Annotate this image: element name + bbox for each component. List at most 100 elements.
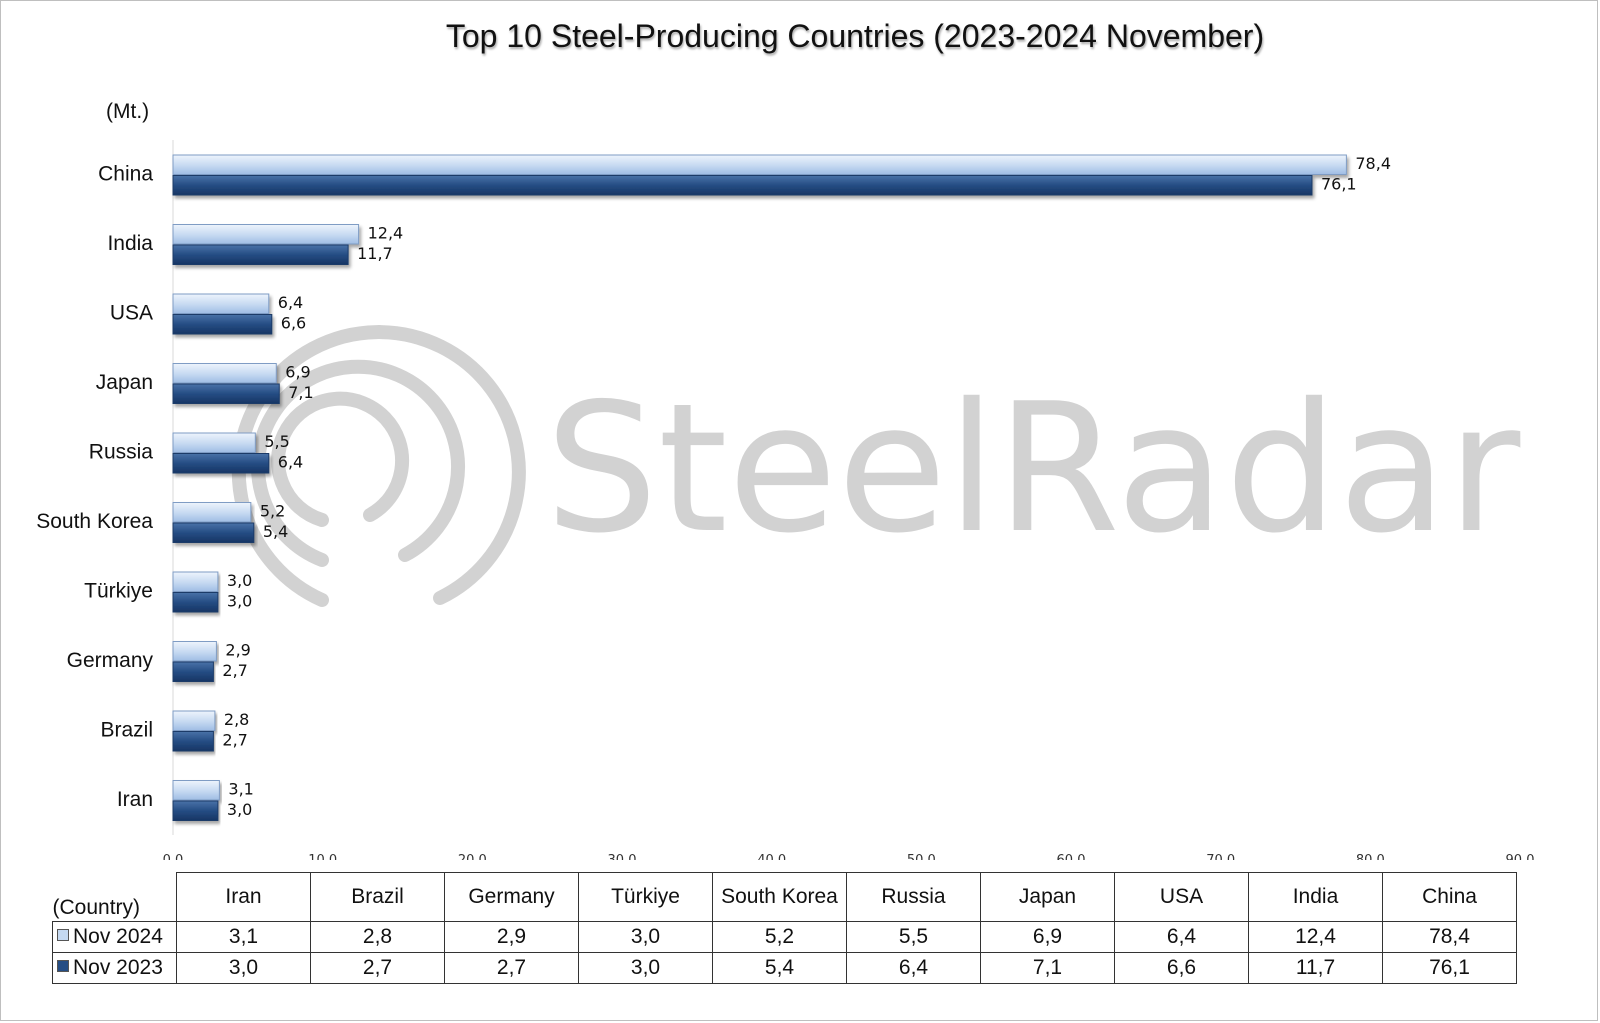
table-column-header: Brazil: [310, 872, 445, 922]
data-label: 5,2: [260, 502, 285, 521]
bar-chart: SteelRadar 0,0 10,0 20,0 30,0 40,0 50,0 60,0 70…: [36, 140, 1535, 860]
table-cell: 6,4: [1114, 920, 1249, 953]
table-column-header: India: [1248, 872, 1383, 922]
data-label: 3,0: [227, 592, 252, 611]
watermark: SteelRadar: [231, 325, 1521, 607]
bar-nov-2024: [172, 363, 277, 384]
table-cell: 78,4: [1382, 920, 1517, 953]
table-cell: 7,1: [980, 951, 1115, 984]
bar-nov-2024: [172, 571, 219, 592]
bar-nov-2023: [172, 175, 1313, 196]
table-cell: 6,4: [846, 951, 981, 984]
data-label: 2,9: [225, 641, 250, 660]
bar-nov-2023: [172, 592, 219, 613]
table-cell: 5,5: [846, 920, 981, 953]
bar-nov-2024: [172, 154, 1347, 175]
watermark-text: SteelRadar: [545, 365, 1521, 572]
data-label: 3,0: [227, 800, 252, 819]
x-tick-label: 40,0: [757, 853, 786, 860]
legend-label: Nov 2023: [73, 955, 163, 979]
bar-nov-2024: [172, 432, 256, 453]
category-label: USA: [110, 302, 153, 325]
category-label: Japan: [96, 371, 153, 394]
table-cell: 2,9: [444, 920, 579, 953]
bars: [172, 154, 1347, 821]
bar-nov-2024: [172, 710, 216, 731]
bar-nov-2024: [172, 780, 220, 801]
data-label: 6,4: [278, 293, 303, 312]
x-tick-label: 50,0: [907, 853, 936, 860]
table-cell: 5,4: [712, 951, 847, 984]
table-corner-label: (Country): [52, 872, 177, 922]
legend-swatch: [57, 928, 69, 941]
category-label: Iran: [117, 788, 153, 811]
x-tick-label: 80,0: [1356, 853, 1385, 860]
data-label: 11,7: [357, 244, 393, 263]
unit-label: (Mt.): [106, 100, 150, 123]
table-cell: 2,7: [310, 951, 445, 984]
data-label: 6,9: [285, 363, 310, 382]
bar-nov-2023: [172, 314, 273, 335]
data-label: 5,5: [264, 432, 289, 451]
table-column-header: South Korea: [712, 872, 847, 922]
bar-nov-2023: [172, 522, 255, 543]
category-label: Russia: [89, 441, 154, 464]
table-row-header: Nov 2024: [52, 920, 177, 953]
data-table: (Country) Iran Brazil Germany Türkiye South K…: [52, 872, 1517, 984]
table-cell: 5,2: [712, 920, 847, 953]
data-label: 3,0: [227, 571, 252, 590]
table-header-row: (Country) Iran Brazil Germany Türkiye South K…: [52, 872, 1517, 922]
table-column-header: Russia: [846, 872, 981, 922]
bar-nov-2023: [172, 731, 214, 752]
x-tick-label: 30,0: [608, 853, 637, 860]
category-label: India: [107, 232, 153, 255]
data-label: 76,1: [1321, 175, 1357, 194]
table-cell: 6,6: [1114, 951, 1249, 984]
table-cell: 3,0: [578, 920, 713, 953]
x-tick-label: 90,0: [1506, 853, 1535, 860]
data-label: 12,4: [368, 224, 404, 243]
table-cell: 3,0: [176, 951, 311, 984]
data-label: 78,4: [1355, 154, 1391, 173]
table-cell: 6,9: [980, 920, 1115, 953]
table-row-header: Nov 2023: [52, 951, 177, 984]
table-cell: 3,1: [176, 920, 311, 953]
category-label: Brazil: [100, 719, 153, 742]
bar-nov-2023: [172, 800, 219, 821]
legend-label: Nov 2024: [73, 924, 163, 948]
bar-nov-2023: [172, 661, 214, 682]
bar-nov-2024: [172, 641, 217, 662]
table-column-header: China: [1382, 872, 1517, 922]
table-cell: 2,8: [310, 920, 445, 953]
data-label: 2,7: [222, 731, 247, 750]
x-tick-label: 60,0: [1057, 853, 1086, 860]
table-row: Nov 2023 3,0 2,7 2,7 3,0 5,4 6,4 7,1 6,6 11,7 76,1: [52, 951, 1517, 984]
bar-nov-2024: [172, 502, 252, 523]
category-label: South Korea: [36, 510, 153, 533]
table-column-header: Japan: [980, 872, 1115, 922]
bar-nov-2023: [172, 453, 270, 474]
table-cell: 2,7: [444, 951, 579, 984]
x-tick-label: 10,0: [308, 853, 337, 860]
table-column-header: USA: [1114, 872, 1249, 922]
data-label: 5,4: [263, 522, 288, 541]
table-cell: 11,7: [1248, 951, 1383, 984]
table-column-header: Türkiye: [578, 872, 713, 922]
table-column-header: Germany: [444, 872, 579, 922]
bar-nov-2024: [172, 293, 270, 314]
x-tick-label: 20,0: [458, 853, 487, 860]
bar-nov-2023: [172, 383, 280, 404]
chart-title: Top 10 Steel-Producing Countries (2023-2…: [445, 18, 1265, 54]
x-tick-label: 70,0: [1206, 853, 1235, 860]
bar-nov-2023: [172, 244, 349, 265]
labels: China 78,4 76,1 India 12,411,7 USA 6,4 6,6 Japan…: [36, 154, 1391, 819]
table-column-header: Iran: [176, 872, 311, 922]
data-label: 6,4: [278, 453, 303, 472]
data-label: 3,1: [228, 780, 253, 799]
table-cell: 3,0: [578, 951, 713, 984]
data-label: 2,7: [222, 661, 247, 680]
category-label: Germany: [67, 649, 154, 672]
data-label: 2,8: [224, 710, 249, 729]
table-cell: 76,1: [1382, 951, 1517, 984]
